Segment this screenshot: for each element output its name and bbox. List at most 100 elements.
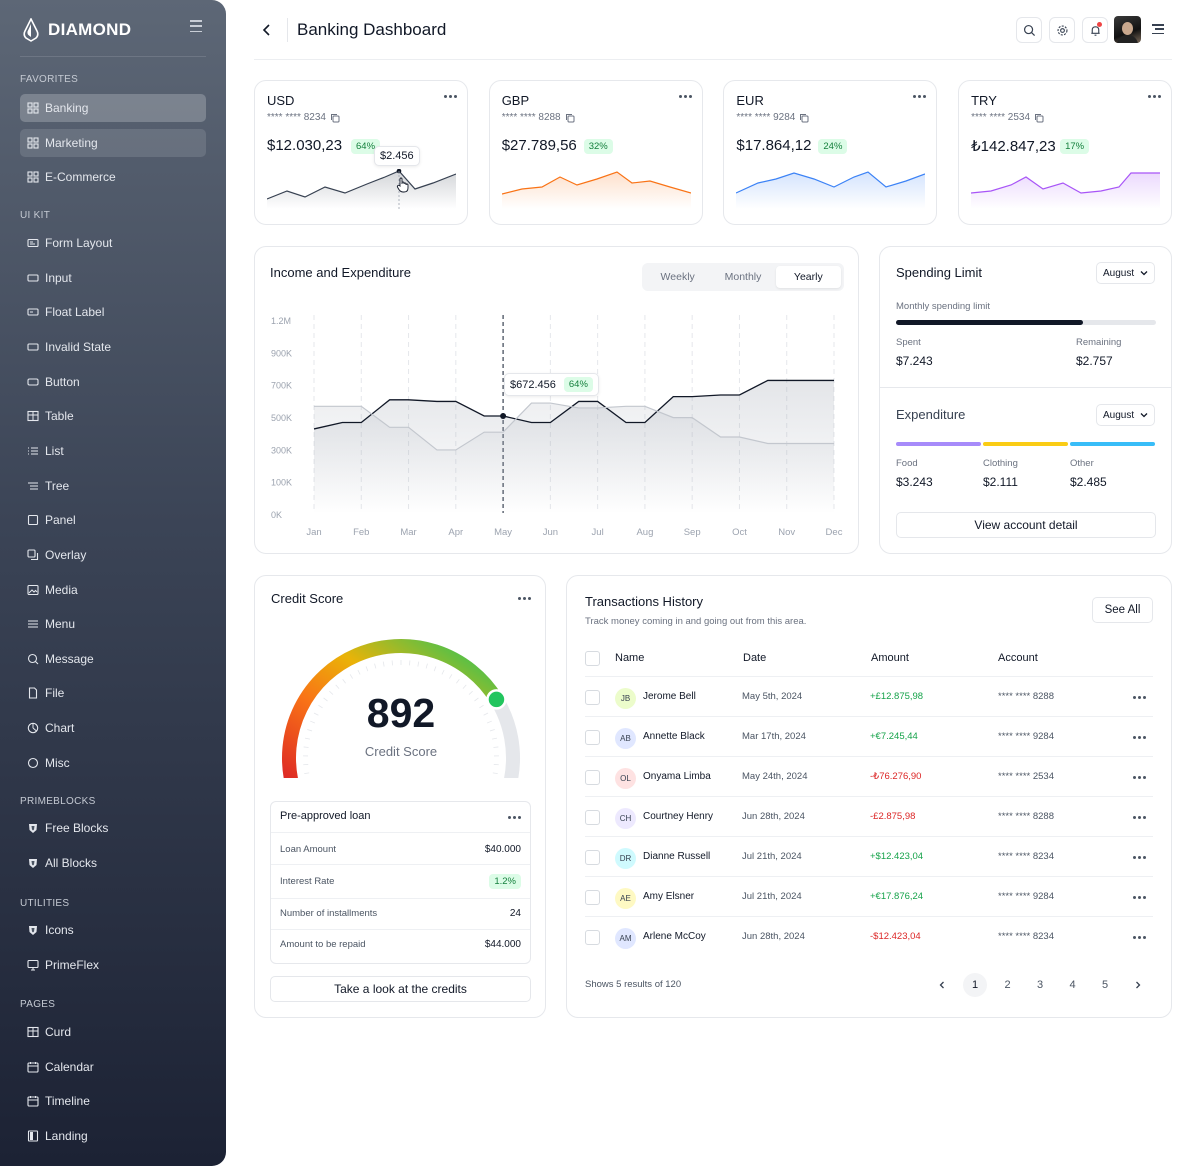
sidebar-item-chart[interactable]: Chart xyxy=(20,714,206,742)
sidebar-item-e-commerce[interactable]: E-Commerce xyxy=(20,163,206,191)
currency-card-try[interactable]: TRY **** **** 2534 ₺142.847,23 17% xyxy=(958,80,1173,225)
more-icon[interactable] xyxy=(678,95,692,98)
more-icon[interactable] xyxy=(1133,696,1146,699)
view-account-detail-button[interactable]: View account detail xyxy=(896,512,1156,538)
sidebar-item-tree[interactable]: Tree xyxy=(20,472,206,500)
table-row[interactable]: JB Jerome Bell May 5th, 2024 +£12.875,98… xyxy=(585,676,1153,716)
sidebar-item-table[interactable]: Table xyxy=(20,402,206,430)
more-icon[interactable] xyxy=(444,95,457,98)
sidebar-item-list[interactable]: List xyxy=(20,437,206,465)
sidebar-item-icons[interactable]: Icons xyxy=(20,916,206,944)
settings-button[interactable] xyxy=(1049,17,1075,43)
gauge-tick xyxy=(323,697,328,702)
more-icon[interactable] xyxy=(1133,856,1146,859)
table-row[interactable]: AB Annette Black Mar 17th, 2024 +€7.245,… xyxy=(585,716,1153,756)
sidebar-item-overlay[interactable]: Overlay xyxy=(20,541,206,569)
copy-icon[interactable] xyxy=(565,113,575,123)
sidebar-item-misc[interactable]: Misc xyxy=(20,749,206,777)
chevron-down-icon xyxy=(1140,413,1148,418)
sidebar-item-media[interactable]: Media xyxy=(20,576,206,604)
row-checkbox[interactable] xyxy=(585,770,600,785)
copy-icon[interactable] xyxy=(330,113,340,123)
sidebar-item-float-label[interactable]: Float Label xyxy=(20,298,206,326)
tx-account: **** **** 8234 xyxy=(998,851,1054,862)
select-all-checkbox[interactable] xyxy=(585,651,600,666)
table-row[interactable]: DR Dianne Russell Jul 21th, 2024 +$12.42… xyxy=(585,836,1153,876)
expenditure-period-dropdown[interactable]: August xyxy=(1096,404,1156,426)
sidebar-item-timeline[interactable]: Timeline xyxy=(20,1087,206,1115)
column-amount[interactable]: Amount xyxy=(871,652,909,664)
table-row[interactable]: AM Arlene McCoy Jun 28th, 2024 -$12.423,… xyxy=(585,916,1153,956)
copy-icon[interactable] xyxy=(799,113,809,123)
sidebar-item-button[interactable]: Button xyxy=(20,368,206,396)
see-all-button[interactable]: See All xyxy=(1092,597,1153,623)
tx-name: Arlene McCoy xyxy=(643,931,706,942)
chevron-right-icon[interactable] xyxy=(1133,980,1143,990)
sidebar-item-landing[interactable]: Landing xyxy=(20,1122,206,1150)
more-icon[interactable] xyxy=(1148,95,1162,98)
page-3[interactable]: 3 xyxy=(1036,979,1044,991)
spending-period-dropdown[interactable]: August xyxy=(1096,262,1156,284)
notifications-button[interactable] xyxy=(1082,17,1108,43)
page-5[interactable]: 5 xyxy=(1101,979,1109,991)
sidebar-item-banking[interactable]: Banking xyxy=(20,94,206,122)
more-icon[interactable] xyxy=(1133,896,1146,899)
table-row[interactable]: OL Onyama Limba May 24th, 2024 -₺76.276,… xyxy=(585,756,1153,796)
row-checkbox[interactable] xyxy=(585,810,600,825)
user-avatar[interactable] xyxy=(1114,16,1141,43)
page-4[interactable]: 4 xyxy=(1069,979,1076,991)
account-number: **** **** 8234 xyxy=(267,112,340,123)
more-icon[interactable] xyxy=(913,95,927,98)
chevron-left-icon[interactable] xyxy=(937,980,947,990)
sidebar-item-file[interactable]: File xyxy=(20,679,206,707)
more-icon[interactable] xyxy=(1133,776,1146,779)
search-button[interactable] xyxy=(1016,17,1042,43)
tab-yearly[interactable]: Yearly xyxy=(775,266,841,288)
sidebar-item-panel[interactable]: Panel xyxy=(20,506,206,534)
sidebar-item-form-layout[interactable]: Form Layout xyxy=(20,229,206,257)
sidebar-item-marketing[interactable]: Marketing xyxy=(20,128,206,157)
sidebar-item-label: Table xyxy=(45,409,74,424)
more-icon[interactable] xyxy=(1133,816,1146,819)
column-name[interactable]: Name xyxy=(615,652,645,664)
row-checkbox[interactable] xyxy=(585,690,600,705)
sidebar-item-curd[interactable]: Curd xyxy=(20,1018,206,1046)
menu-icon[interactable] xyxy=(1152,24,1164,34)
sidebar-item-all-blocks[interactable]: All Blocks xyxy=(20,849,206,877)
tab-monthly[interactable]: Monthly xyxy=(724,271,762,283)
more-icon[interactable] xyxy=(1133,736,1146,739)
sidebar-item-menu[interactable]: Menu xyxy=(20,610,206,638)
copy-icon[interactable] xyxy=(1034,113,1044,123)
gauge-tick xyxy=(425,663,428,669)
sidebar-item-message[interactable]: Message xyxy=(20,645,206,673)
page-1[interactable]: 1 xyxy=(963,973,987,997)
sidebar-item-invalid-state[interactable]: Invalid State xyxy=(20,333,206,361)
sidebar-toggle-icon[interactable] xyxy=(190,20,202,32)
table-row[interactable]: CH Courtney Henry Jun 28th, 2024 -£2.875… xyxy=(585,796,1153,836)
brand[interactable]: DIAMOND xyxy=(22,16,131,44)
sidebar-item-input[interactable]: Input xyxy=(20,264,206,292)
column-account[interactable]: Account xyxy=(998,652,1038,664)
column-date[interactable]: Date xyxy=(743,652,767,664)
view-credits-button[interactable]: Take a look at the credits xyxy=(270,976,531,1002)
table-row[interactable]: AE Amy Elsner Jul 21th, 2024 +€17.876,24… xyxy=(585,876,1153,916)
chevron-left-icon[interactable] xyxy=(260,21,274,39)
row-checkbox[interactable] xyxy=(585,930,600,945)
sidebar-item-primeflex[interactable]: PrimeFlex xyxy=(20,951,206,979)
currency-card-usd[interactable]: USD **** **** 8234 $12.030,23 64% $2.456 xyxy=(254,80,468,225)
row-checkbox[interactable] xyxy=(585,890,600,905)
more-icon[interactable] xyxy=(518,597,531,600)
income-expenditure-chart[interactable]: Jan Feb Mar Apr May Jun Jul Aug Sep Oct Nov Dec 1.2M… xyxy=(265,307,859,547)
more-icon[interactable] xyxy=(508,816,521,819)
sidebar-item-free-blocks[interactable]: Free Blocks xyxy=(20,814,206,842)
currency-card-eur[interactable]: EUR **** **** 9284 $17.864,12 24% xyxy=(723,80,938,225)
sidebar-item-calendar[interactable]: Calendar xyxy=(20,1053,206,1081)
tab-weekly[interactable]: Weekly xyxy=(660,271,695,283)
tx-name: Amy Elsner xyxy=(643,891,695,902)
row-checkbox[interactable] xyxy=(585,730,600,745)
row-checkbox[interactable] xyxy=(585,850,600,865)
page-2[interactable]: 2 xyxy=(1004,979,1011,991)
currency-card-gbp[interactable]: GBP **** **** 8288 $27.789,56 32% xyxy=(488,80,703,225)
more-icon[interactable] xyxy=(1133,936,1146,939)
